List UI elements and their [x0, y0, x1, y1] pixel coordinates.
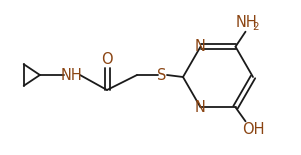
- Text: S: S: [157, 67, 167, 82]
- Text: OH: OH: [242, 122, 265, 137]
- Text: N: N: [195, 39, 206, 54]
- Text: 2: 2: [252, 22, 259, 32]
- Text: NH: NH: [61, 67, 83, 82]
- Text: O: O: [101, 51, 113, 66]
- Text: NH: NH: [236, 15, 257, 30]
- Text: N: N: [195, 100, 206, 115]
